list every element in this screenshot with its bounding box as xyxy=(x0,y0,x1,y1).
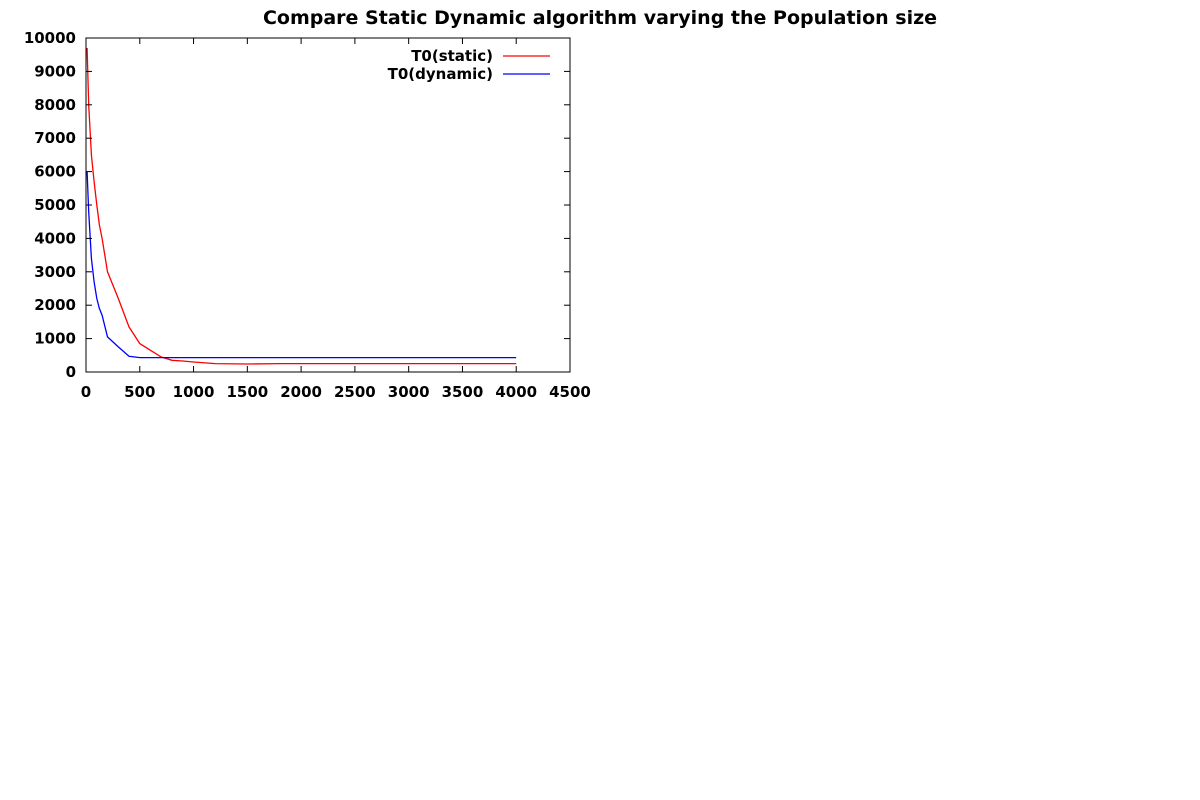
plot-frame xyxy=(85,37,571,373)
x-tick-label: 4000 xyxy=(495,383,537,401)
chart-title: Compare Static Dynamic algorithm varying… xyxy=(262,7,938,29)
legend-label: T0(static) xyxy=(411,47,493,65)
y-tick-label: 4000 xyxy=(34,229,76,247)
y-tick-label: 7000 xyxy=(34,129,76,147)
y-tick-label: 10000 xyxy=(24,29,76,47)
tick-layer: 0100020003000400050006000700080009000100… xyxy=(24,29,591,401)
y-tick-label: 9000 xyxy=(34,62,76,80)
y-tick-label: 1000 xyxy=(34,330,76,348)
x-tick-label: 4500 xyxy=(549,383,591,401)
x-tick-label: 3000 xyxy=(388,383,430,401)
y-tick-label: 3000 xyxy=(34,263,76,281)
x-tick-label: 3500 xyxy=(442,383,484,401)
y-tick-label: 8000 xyxy=(34,96,76,114)
x-tick-label: 500 xyxy=(124,383,155,401)
x-tick-label: 1000 xyxy=(173,383,215,401)
series-line-t0-static xyxy=(86,47,517,365)
x-tick-label: 0 xyxy=(81,383,91,401)
series-line-t0-dynamic xyxy=(86,171,517,359)
y-tick-label: 5000 xyxy=(34,196,76,214)
y-tick-label: 2000 xyxy=(34,296,76,314)
x-tick-label: 2000 xyxy=(280,383,322,401)
x-tick-label: 2500 xyxy=(334,383,376,401)
y-tick-label: 6000 xyxy=(34,163,76,181)
series-layer xyxy=(86,47,517,365)
x-tick-label: 1500 xyxy=(226,383,268,401)
y-tick-label: 0 xyxy=(66,363,76,381)
legend-label: T0(dynamic) xyxy=(388,65,493,83)
legend: T0(static)T0(dynamic) xyxy=(388,47,550,83)
